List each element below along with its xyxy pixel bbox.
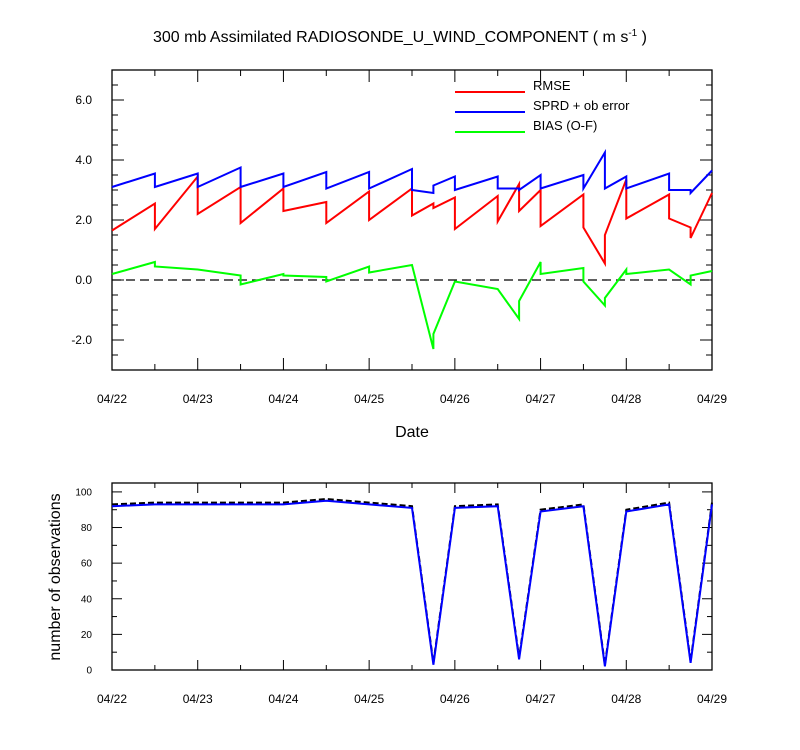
bottom-plot: 04/22 04/23 04/24 04/25 04/26 04/27 04/28 04/29… (75, 482, 727, 706)
bottom-x-tick-label: 04/28 (611, 692, 641, 706)
top-x-tick-label: 04/23 (183, 392, 213, 406)
top-x-tick-label: 04/27 (526, 392, 556, 406)
bottom-x-tick-label: 04/23 (183, 692, 213, 706)
series-line-bias-o-f (111, 260, 713, 350)
top-x-axis-title: Date (395, 424, 429, 441)
legend-label: RMSE (533, 78, 571, 93)
top-plot: 04/22 04/23 04/24 04/25 04/26 04/27 04/28 04/29… (71, 69, 727, 406)
bottom-y-tick-label: 80 (81, 523, 93, 534)
legend-label: BIAS (O-F) (533, 118, 597, 133)
top-x-tick-label: 04/26 (440, 392, 470, 406)
top-y-tick-label: -2.0 (71, 333, 92, 347)
series-line-sprd-ob-error (111, 148, 713, 196)
bottom-x-tick-label: 04/25 (354, 692, 384, 706)
top-x-tick-label: 04/24 (268, 392, 298, 406)
top-plot-frame (111, 69, 713, 371)
bottom-y-tick-label: 20 (81, 630, 93, 641)
top-x-tick-label: 04/25 (354, 392, 384, 406)
bottom-x-tick-label: 04/29 (697, 692, 727, 706)
top-y-tick-label: 6.0 (75, 93, 92, 107)
bottom-y-tick-label: 60 (81, 559, 93, 570)
chart-title-main: 300 mb Assimilated RADIOSONDE_U_WIND_COM… (153, 29, 628, 46)
top-x-tick-label: 04/29 (697, 392, 727, 406)
bottom-x-tick-label: 04/22 (97, 692, 127, 706)
top-y-tick-label: 0.0 (75, 273, 92, 287)
bottom-x-tick-label: 04/24 (268, 692, 298, 706)
top-y-tick-label: 4.0 (75, 153, 92, 167)
bottom-y-tick-label: 0 (86, 666, 92, 677)
top-x-tick-label: 04/22 (97, 392, 127, 406)
top-y-tick-label: 2.0 (75, 213, 92, 227)
obs-series-possible-observations (111, 497, 713, 665)
bottom-x-tick-label: 04/27 (526, 692, 556, 706)
legend-label: SPRD + ob error (533, 98, 630, 113)
obs-series-assimilated-observations (111, 499, 713, 667)
bottom-y-tick-label: 100 (75, 487, 92, 498)
chart-title: 300 mb Assimilated RADIOSONDE_U_WIND_COM… (153, 28, 647, 46)
top-x-tick-label: 04/28 (611, 392, 641, 406)
bottom-y-axis-title: number of observations (47, 493, 64, 660)
bottom-y-tick-label: 40 (81, 594, 93, 605)
chart-title-tail: ) (637, 29, 647, 46)
bottom-x-tick-label: 04/26 (440, 692, 470, 706)
chart-title-unit-exponent: -1 (628, 28, 637, 39)
